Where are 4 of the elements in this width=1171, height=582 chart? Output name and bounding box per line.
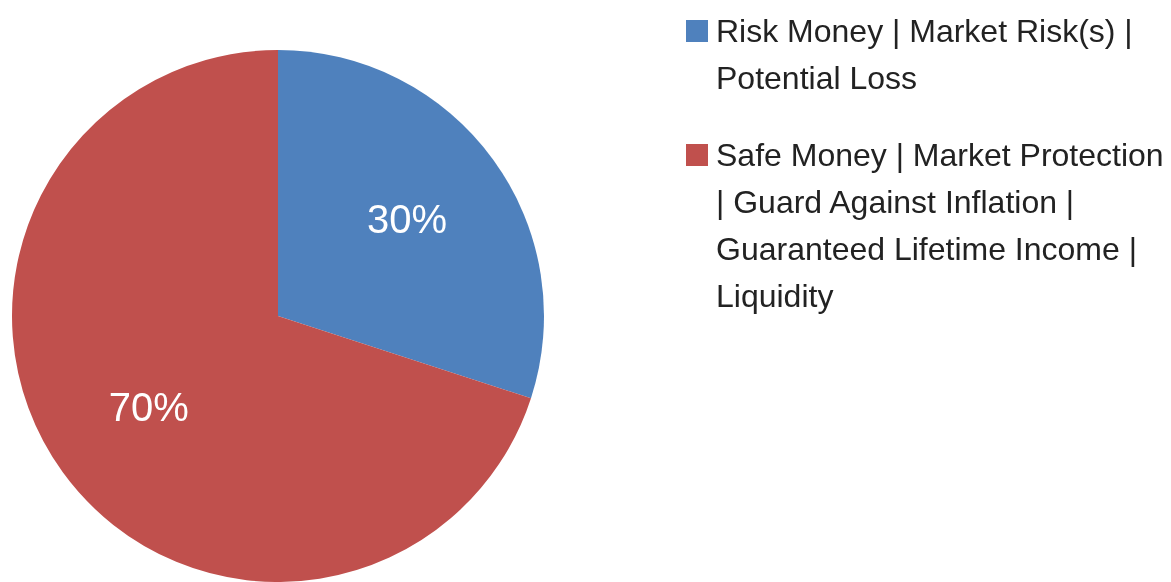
data-label: 70%	[108, 384, 189, 429]
data-label: 30%	[367, 197, 448, 242]
legend-label: Safe Money | Market Protection | Guard Against Inflation | Guaranteed Lifetime Income | Liquidity	[716, 136, 1165, 316]
legend-label: Risk Money | Market Risk(s) | Potential Loss	[716, 12, 1134, 98]
